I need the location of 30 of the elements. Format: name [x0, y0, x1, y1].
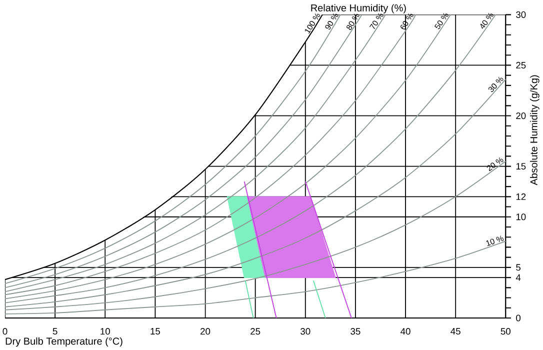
y-tick-label: 15 [516, 163, 526, 170]
y-tick-label: 5 [516, 264, 520, 271]
x-tick-label: 10 [100, 328, 110, 335]
x-tick-label: 45 [450, 328, 460, 335]
y-tick-label: 25 [516, 62, 526, 69]
x-axis-title: Dry Bulb Temperature (°C) [6, 337, 122, 347]
text: 30 % [488, 76, 504, 92]
x-tick-label: 30 [300, 328, 310, 335]
x-tick-label: 35 [350, 328, 360, 335]
y-tick-label: 10 [516, 214, 526, 220]
y-axis-title: Absolute Humidity (g/Kg) [530, 75, 540, 186]
text: 90 % [325, 13, 338, 30]
text: 100 % [305, 13, 320, 34]
x-tick-label: 40 [400, 328, 410, 335]
x-tick-label: 50 [500, 328, 510, 335]
x-tick-label: 5 [52, 328, 58, 335]
text: 70 % [369, 13, 384, 29]
x-tick-label: 25 [250, 328, 260, 335]
text: 10 % [486, 236, 504, 246]
y-tick-label: 30 [516, 11, 526, 18]
x-tick-label: 15 [150, 328, 160, 335]
text: 40 % [480, 12, 494, 29]
x-tick-label: 20 [200, 328, 210, 335]
chart-title: Relative Humidity (%) [311, 4, 406, 14]
y-tick-label: 0 [516, 314, 521, 322]
y-tick-label: 20 [516, 112, 526, 120]
x-tick-label: 0 [2, 328, 8, 335]
y-tick-label: 4 [516, 274, 521, 281]
y-tick-label: 12 [516, 193, 526, 200]
text: 50 % [434, 12, 448, 30]
